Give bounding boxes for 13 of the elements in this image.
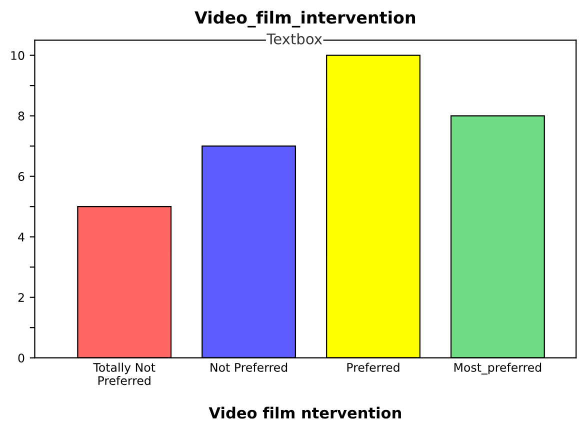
y-tick-label: 6: [18, 172, 24, 181]
x-tick-label: Not Preferred: [210, 362, 288, 372]
x-tick-label: Preferred: [347, 362, 400, 372]
y-tick-label: 8: [18, 112, 24, 120]
chart-title: Video_film_intervention: [194, 10, 416, 28]
x-tick-label: Totally Not Preferred: [93, 362, 156, 386]
y-tick-label: 2: [18, 293, 24, 302]
x-tick-label: Most_preferred: [454, 362, 542, 374]
y-tick-label: 4: [18, 232, 24, 242]
y-tick-label: 10: [11, 51, 24, 60]
x-axis-title: Video film ntervention: [208, 406, 401, 419]
annotation: Textbox: [266, 33, 322, 44]
y-tick-label: 0: [18, 354, 24, 363]
